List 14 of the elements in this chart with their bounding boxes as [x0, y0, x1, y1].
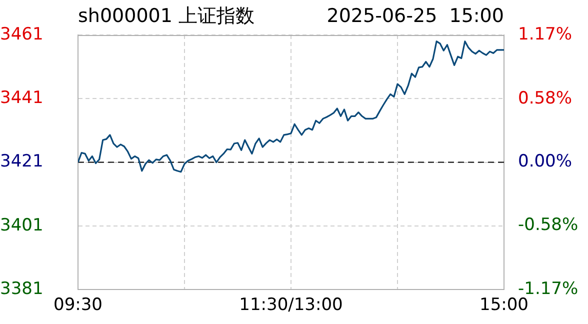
y2-tick-label: 1.17%	[518, 24, 572, 44]
y2-tick-label: 0.00%	[518, 152, 572, 172]
y-tick-label: 3401	[0, 215, 44, 236]
y2-tick-label: -0.58%	[518, 214, 578, 235]
y2-tick-label: 0.58%	[518, 88, 572, 109]
x-tick-label: 15:00	[480, 295, 528, 316]
chart-title: sh000001 上证指数	[78, 4, 255, 27]
chart-subtitle: 2025-06-25 15:00	[326, 4, 504, 27]
y-tick-label: 3461	[0, 24, 44, 44]
y-tick-label: 3381	[0, 279, 44, 300]
x-tick-label: 09:30	[54, 295, 102, 316]
y-tick-label: 3441	[0, 88, 44, 108]
x-tick-label: 11:30/13:00	[239, 295, 343, 316]
y-tick-label: 3421	[0, 152, 44, 172]
